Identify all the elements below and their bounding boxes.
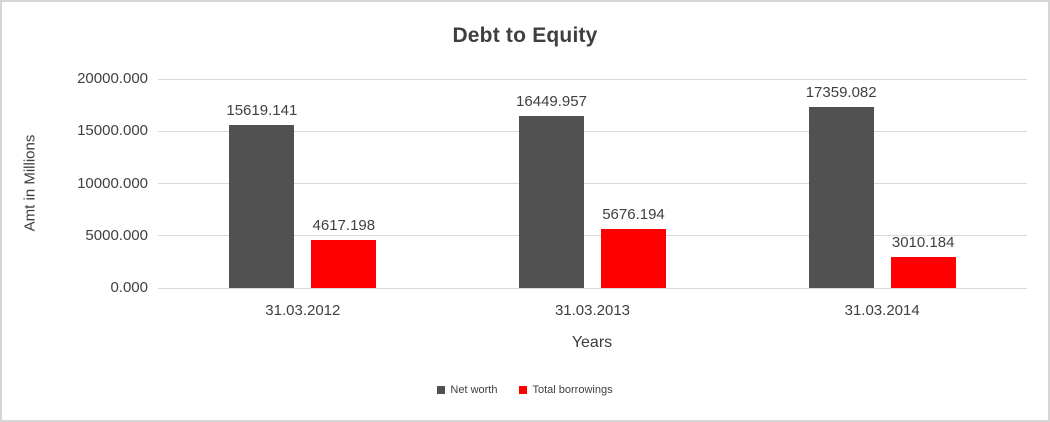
x-tick-label: 31.03.2012 — [265, 302, 341, 319]
bar-value-label: 17359.082 — [805, 83, 877, 101]
legend-label: Net worth — [450, 384, 498, 396]
y-tick-label: 0.000 — [110, 279, 148, 296]
gridline — [158, 78, 1027, 80]
y-tick-label: 5000.000 — [85, 226, 148, 244]
gridline — [158, 287, 1027, 289]
bar-net-worth — [229, 124, 295, 288]
y-tick-label: 15000.000 — [77, 122, 148, 140]
bar-net-worth — [808, 106, 874, 288]
bar-value-label: 16449.957 — [516, 93, 587, 111]
bar-value-label: 3010.184 — [891, 233, 955, 251]
bar-total-borrowings — [311, 239, 377, 288]
bar-total-borrowings — [601, 228, 666, 288]
gridline — [158, 183, 1027, 184]
bar-value-label: 5676.194 — [602, 205, 665, 223]
y-tick-label: 10000.000 — [77, 174, 148, 192]
x-tick-label: 31.03.2014 — [844, 302, 920, 319]
bar-net-worth — [519, 116, 584, 288]
legend-item-net-worth: Net worth — [437, 384, 497, 396]
bar-total-borrowings — [890, 256, 956, 288]
legend-item-total-borrowings: Total borrowings — [519, 384, 613, 396]
legend-label: Total borrowings — [532, 384, 613, 396]
bar-value-label: 4617.198 — [312, 216, 376, 234]
gridline — [158, 235, 1027, 237]
x-tick-label: 31.03.2013 — [554, 302, 631, 319]
chart-title: Debt to Equity — [452, 24, 598, 47]
x-axis-title: Years — [571, 334, 613, 351]
plot-area: 15619.141 4617.198 16449.957 5676.194 17359.… — [158, 78, 1027, 289]
legend-swatch-icon — [437, 386, 446, 394]
legend: Net worth Total borrowings — [2, 384, 1048, 396]
y-tick-label: 20000.000 — [77, 70, 148, 87]
legend-swatch-icon — [519, 386, 528, 394]
bar-value-label: 15619.141 — [226, 101, 298, 119]
gridline — [158, 130, 1027, 132]
